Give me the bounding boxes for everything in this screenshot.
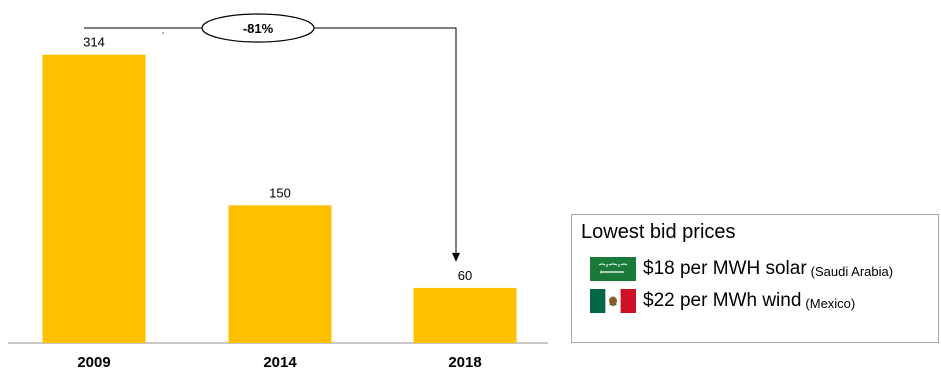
legend-box: Lowest bid prices $18 per MWH solar (Sau… (571, 214, 939, 343)
bar-2018 (413, 287, 517, 343)
legend-item-wind-note: (Mexico) (805, 295, 856, 311)
legend-item-solar-note: (Saudi Arabia) (810, 263, 894, 279)
legend-item-solar-text: $18 per MWH solar (643, 258, 807, 279)
reduction-annotation: -81% (84, 13, 460, 262)
bar-2009 (42, 54, 146, 343)
value-label-2009: 314 (83, 35, 105, 50)
annotation-label: -81% (243, 21, 274, 36)
legend-title: Lowest bid prices (581, 221, 736, 243)
bar-2014 (228, 205, 332, 343)
value-label-2014: 150 (269, 185, 291, 200)
bars (42, 54, 517, 343)
bar-chart: 314 150 60 2009 2014 2018 -81% (8, 13, 548, 369)
value-labels: 314 150 60 (83, 35, 472, 283)
legend-item-solar: $18 per MWH solar (Saudi Arabia) (590, 257, 893, 281)
annotation-oval (201, 13, 315, 43)
value-label-2018: 60 (458, 268, 472, 283)
x-tick-2009: 2009 (77, 354, 110, 369)
x-tick-labels: 2009 2014 2018 (77, 354, 481, 369)
mexico-flag-icon (590, 289, 636, 313)
legend-item-wind-text: $22 per MWh wind (643, 290, 802, 311)
x-tick-2014: 2014 (263, 354, 297, 369)
annotation-arrowhead (452, 252, 460, 262)
x-tick-2018: 2018 (448, 354, 481, 369)
saudi-arabia-flag-icon (590, 257, 636, 281)
stray-dot (162, 32, 164, 34)
legend-item-wind: $22 per MWh wind (Mexico) (590, 289, 855, 313)
